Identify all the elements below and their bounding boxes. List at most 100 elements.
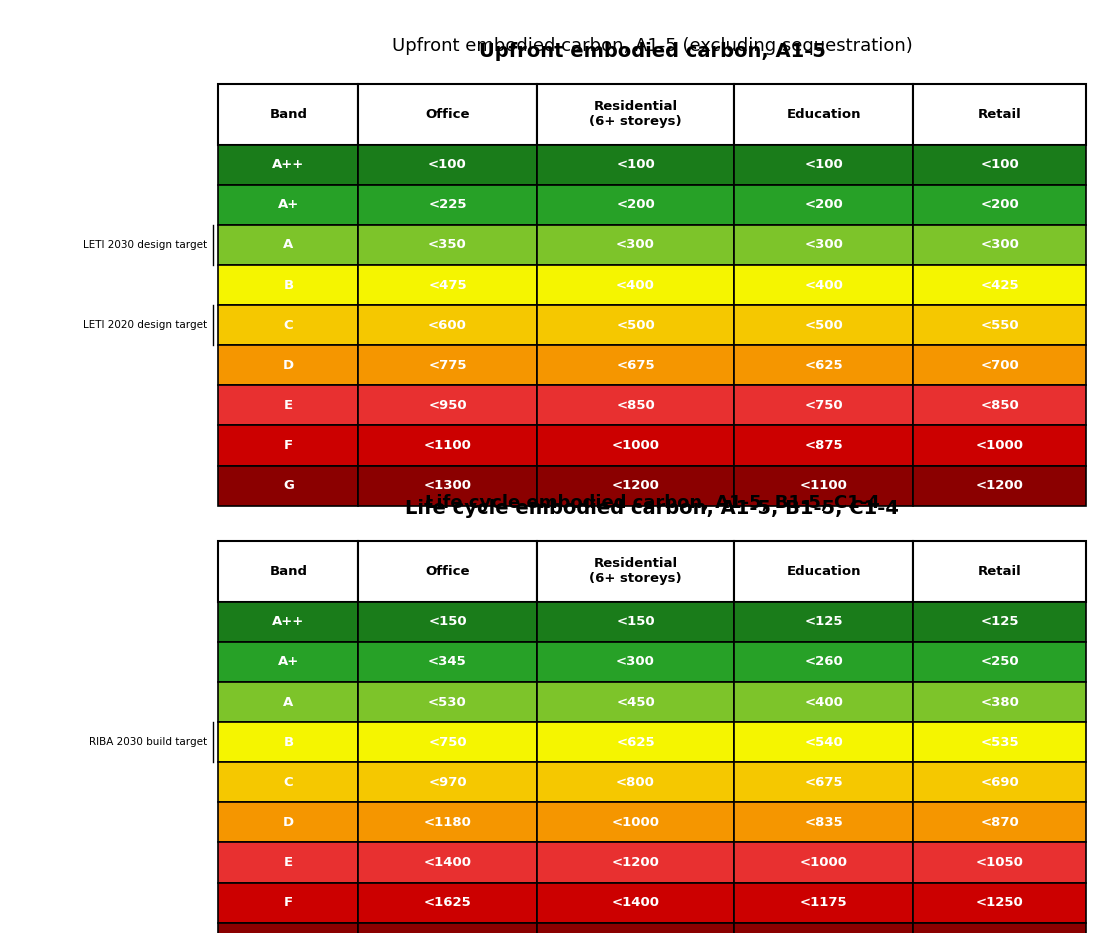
Text: <1000: <1000 — [800, 856, 848, 869]
Text: A++: A++ — [272, 159, 305, 171]
Text: Upfront embodied carbon, A1-5: Upfront embodied carbon, A1-5 — [479, 42, 825, 61]
Bar — [536, 305, 735, 345]
Text: <100: <100 — [980, 159, 1019, 171]
Bar — [358, 425, 536, 466]
Bar — [536, 345, 735, 385]
Bar — [218, 682, 358, 722]
Bar — [536, 84, 735, 145]
Bar — [218, 305, 358, 345]
Bar — [913, 466, 1086, 506]
Bar — [735, 883, 913, 923]
Bar — [913, 425, 1086, 466]
Bar — [536, 145, 735, 185]
Text: <1300: <1300 — [423, 480, 472, 492]
Bar — [358, 762, 536, 802]
Bar — [536, 802, 735, 842]
Text: E: E — [283, 856, 293, 869]
Bar — [735, 602, 913, 642]
Text: <300: <300 — [804, 239, 843, 251]
Bar — [913, 762, 1086, 802]
Text: <100: <100 — [804, 159, 843, 171]
Bar — [358, 883, 536, 923]
Text: <475: <475 — [428, 279, 467, 291]
Text: A++: A++ — [272, 616, 305, 628]
Text: Education: Education — [786, 108, 861, 120]
Bar — [913, 802, 1086, 842]
Bar — [218, 923, 358, 933]
Bar — [735, 842, 913, 883]
Bar — [218, 642, 358, 682]
Bar — [218, 842, 358, 883]
Text: Residential
(6+ storeys): Residential (6+ storeys) — [589, 100, 682, 129]
Text: <200: <200 — [980, 199, 1019, 211]
Text: <500: <500 — [804, 319, 843, 331]
Bar — [913, 842, 1086, 883]
Text: <540: <540 — [804, 736, 843, 748]
Text: <200: <200 — [804, 199, 843, 211]
Text: <150: <150 — [428, 616, 467, 628]
Text: G: G — [283, 480, 293, 492]
Text: Residential
(6+ storeys): Residential (6+ storeys) — [589, 557, 682, 586]
Bar — [913, 84, 1086, 145]
Bar — [913, 722, 1086, 762]
Text: <350: <350 — [428, 239, 467, 251]
Bar — [358, 84, 536, 145]
Bar — [358, 602, 536, 642]
Bar — [358, 265, 536, 305]
Bar — [358, 305, 536, 345]
Text: <600: <600 — [428, 319, 467, 331]
Text: <345: <345 — [428, 656, 467, 668]
Bar — [218, 602, 358, 642]
Bar — [536, 883, 735, 923]
Bar — [536, 425, 735, 466]
Text: <1200: <1200 — [612, 856, 660, 869]
Text: <400: <400 — [804, 279, 843, 291]
Text: <750: <750 — [804, 399, 843, 411]
Text: <1180: <1180 — [423, 816, 472, 829]
Text: Band: Band — [269, 565, 307, 578]
Bar — [536, 541, 735, 602]
Bar — [536, 722, 735, 762]
Text: E: E — [283, 399, 293, 411]
Bar — [358, 682, 536, 722]
Bar — [358, 185, 536, 225]
Text: <1200: <1200 — [612, 480, 660, 492]
Bar — [536, 842, 735, 883]
Text: <775: <775 — [428, 359, 467, 371]
Bar — [913, 145, 1086, 185]
Text: <425: <425 — [980, 279, 1019, 291]
Bar — [218, 541, 358, 602]
Bar — [536, 762, 735, 802]
Bar — [358, 385, 536, 425]
Text: <550: <550 — [980, 319, 1019, 331]
Text: C: C — [283, 776, 293, 788]
Text: Office: Office — [426, 565, 469, 578]
Bar — [913, 385, 1086, 425]
Text: F: F — [283, 897, 293, 909]
Bar — [218, 225, 358, 265]
Text: <875: <875 — [804, 439, 843, 452]
Text: <100: <100 — [616, 159, 655, 171]
Bar — [735, 84, 913, 145]
Text: <450: <450 — [616, 696, 655, 708]
Text: <500: <500 — [616, 319, 655, 331]
Text: Life cycle embodied carbon, A1-5, B1-5, C1-4: Life cycle embodied carbon, A1-5, B1-5, … — [405, 499, 899, 518]
Text: A: A — [283, 696, 293, 708]
Text: <700: <700 — [980, 359, 1019, 371]
Bar — [913, 682, 1086, 722]
Text: <1000: <1000 — [976, 439, 1024, 452]
Bar — [536, 185, 735, 225]
Bar — [358, 842, 536, 883]
Bar — [735, 385, 913, 425]
Text: <1000: <1000 — [612, 439, 660, 452]
Text: <750: <750 — [428, 736, 467, 748]
Text: A+: A+ — [278, 656, 299, 668]
Text: <835: <835 — [804, 816, 843, 829]
Text: <260: <260 — [804, 656, 843, 668]
Text: A: A — [283, 239, 293, 251]
Bar — [913, 265, 1086, 305]
Bar — [218, 265, 358, 305]
Text: <675: <675 — [804, 776, 843, 788]
Bar — [218, 425, 358, 466]
Text: <1400: <1400 — [423, 856, 472, 869]
